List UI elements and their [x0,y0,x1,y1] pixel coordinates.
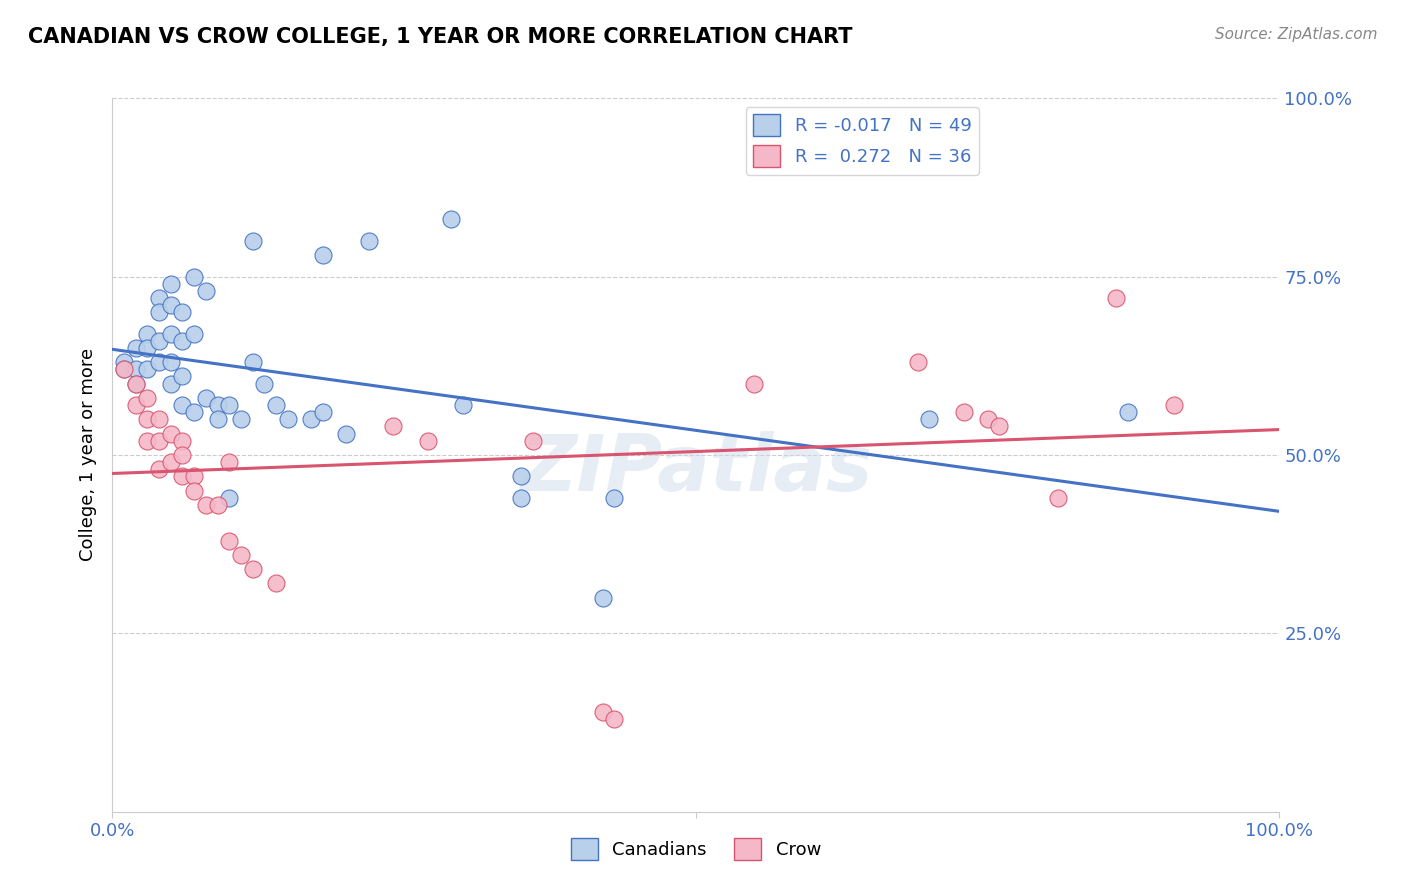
Point [311,248,333,262]
Point [603,712,626,726]
Point [218,491,240,505]
Point [1116,405,1139,419]
Point [160,355,183,369]
Point [229,412,252,426]
Point [125,341,148,355]
Point [335,426,357,441]
Point [172,334,194,348]
Point [242,562,264,576]
Point [381,419,404,434]
Point [509,491,531,505]
Point [509,469,531,483]
Point [148,462,170,476]
Point [276,412,298,426]
Point [160,298,183,312]
Y-axis label: College, 1 year or more: College, 1 year or more [79,349,97,561]
Point [125,376,148,391]
Point [218,533,240,548]
Point [1105,291,1128,305]
Point [603,491,626,505]
Point [218,455,240,469]
Point [172,369,194,384]
Point [207,498,229,512]
Point [172,398,194,412]
Point [194,498,217,512]
Point [148,434,170,448]
Point [172,305,194,319]
Point [918,412,941,426]
Point [264,576,287,591]
Point [242,234,264,248]
Point [148,412,170,426]
Point [242,355,264,369]
Point [112,362,135,376]
Text: ZIPatlas: ZIPatlas [520,431,872,508]
Point [253,376,276,391]
Point [299,412,322,426]
Point [742,376,765,391]
Point [125,376,148,391]
Point [160,326,183,341]
Point [125,362,148,376]
Point [1046,491,1069,505]
Point [148,291,170,305]
Point [183,269,205,284]
Point [136,391,159,405]
Point [264,398,287,412]
Point [112,362,135,376]
Point [172,469,194,483]
Point [229,548,252,562]
Point [907,355,929,369]
Point [112,355,135,369]
Point [160,277,183,291]
Point [416,434,439,448]
Point [183,326,205,341]
Point [183,483,205,498]
Point [194,391,217,405]
Text: CANADIAN VS CROW COLLEGE, 1 YEAR OR MORE CORRELATION CHART: CANADIAN VS CROW COLLEGE, 1 YEAR OR MORE… [28,27,852,46]
Point [988,419,1011,434]
Point [451,398,474,412]
Point [194,284,217,298]
Point [148,355,170,369]
Point [592,705,614,719]
Point [218,398,240,412]
Point [136,326,159,341]
Point [148,305,170,319]
Point [976,412,998,426]
Point [207,398,229,412]
Point [160,455,183,469]
Point [592,591,614,605]
Point [148,334,170,348]
Point [136,362,159,376]
Point [207,412,229,426]
Point [359,234,381,248]
Point [1163,398,1185,412]
Point [311,405,333,419]
Point [440,212,463,227]
Point [183,469,205,483]
Point [136,412,159,426]
Point [125,398,148,412]
Point [172,434,194,448]
Text: Source: ZipAtlas.com: Source: ZipAtlas.com [1215,27,1378,42]
Point [136,434,159,448]
Legend: Canadians, Crow: Canadians, Crow [564,830,828,867]
Point [953,405,976,419]
Point [160,376,183,391]
Point [522,434,544,448]
Point [136,341,159,355]
Point [160,426,183,441]
Point [172,448,194,462]
Point [183,405,205,419]
